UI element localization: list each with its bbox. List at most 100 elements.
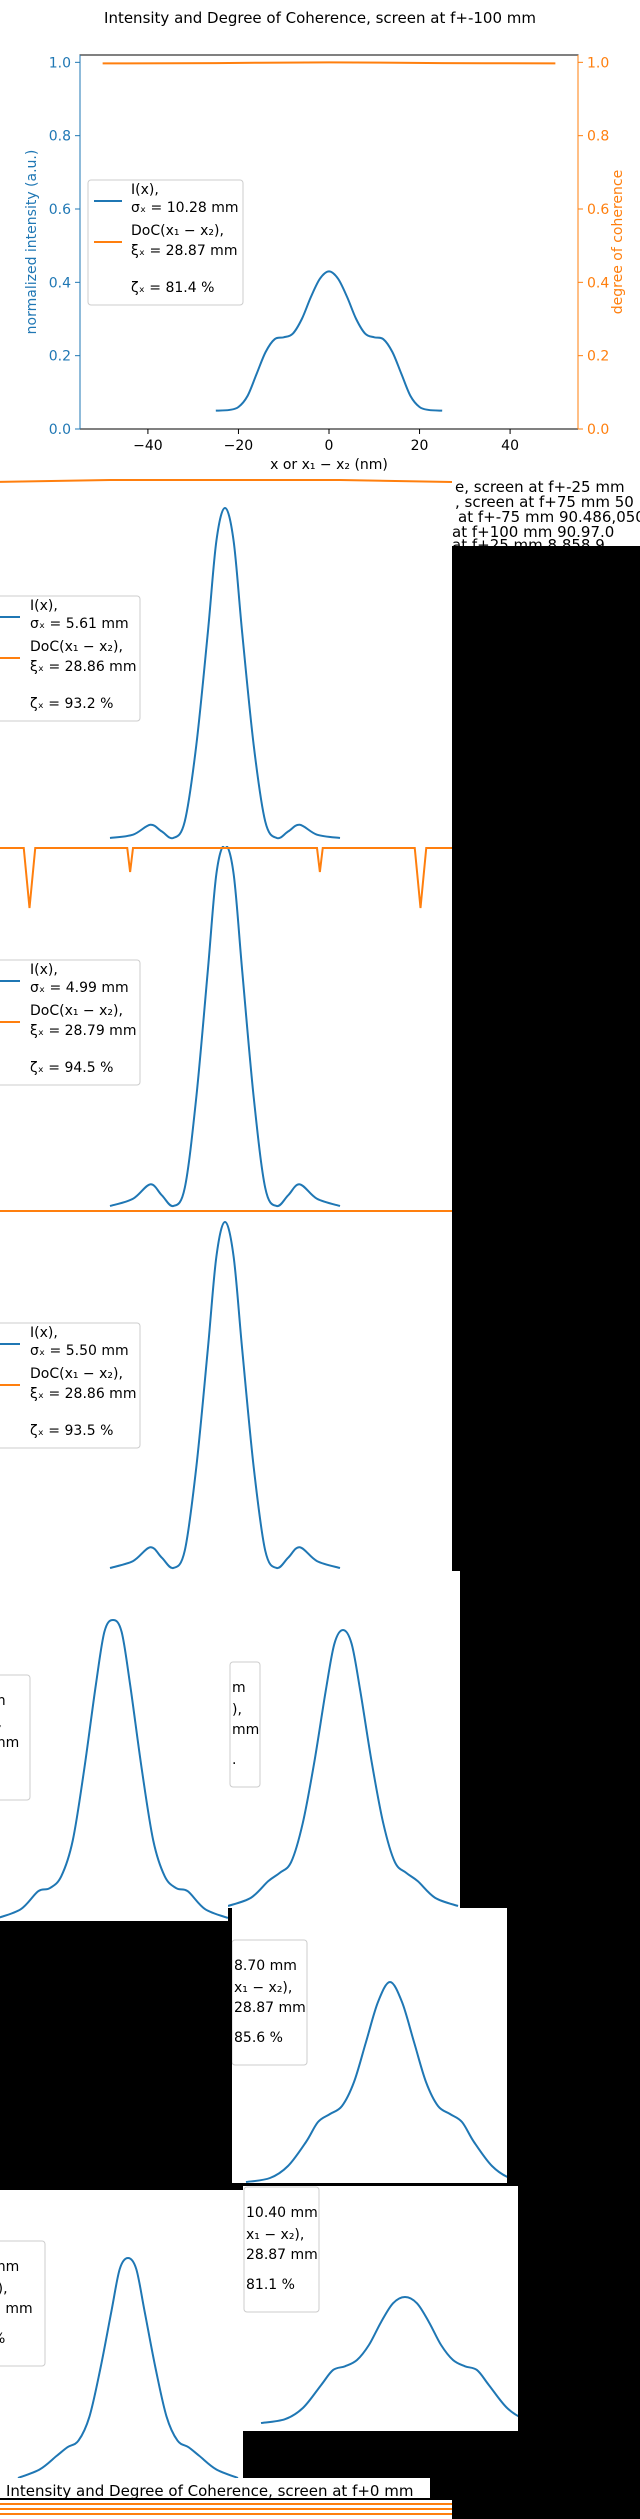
right-y-tick-label: 0.4	[587, 275, 609, 291]
legend-text: ξₓ = 28.86 mm	[30, 1386, 136, 1402]
legend-box	[0, 1322, 141, 1449]
intensity-line	[109, 506, 341, 840]
panel-content: m),mm.	[0, 1618, 228, 1919]
legend-box	[232, 1939, 308, 2066]
panel-legend: mm ₂), 7 mm%	[0, 2240, 46, 2367]
panel-1: I(x), σₓ = 5.61 mm DoC(x₁ − x₂), ξₓ = 28.86…	[0, 478, 452, 846]
coherence-line	[0, 479, 452, 483]
legend-text: ),	[232, 1702, 242, 1718]
panel-6: 8.70 mm x₁ − x₂), 28.87 mm 85.6 %	[232, 1908, 507, 2183]
coherence-line	[0, 847, 452, 909]
legend-text: m	[232, 1680, 246, 1696]
main-legend-box	[87, 179, 244, 306]
right-y-tick-label: 0.0	[587, 422, 609, 438]
right-y-tick-label: 0.2	[587, 349, 609, 365]
panel-content: m),mm.	[228, 1628, 459, 1907]
legend-text: 8.70 mm	[234, 1958, 297, 1974]
panel-legend: I(x), σₓ = 5.61 mm DoC(x₁ − x₂), ξₓ = 28.86…	[0, 595, 141, 722]
legend-text: ₂),	[0, 2281, 8, 2297]
panel-content: I(x), σₓ = 4.99 mm DoC(x₁ − x₂), ξₓ = 28.79…	[0, 846, 452, 1208]
panel-content: mm ₂), 7 mm%	[0, 2240, 239, 2479]
panel-background	[0, 1571, 228, 1921]
panel-legend: 8.70 mm x₁ − x₂), 28.87 mm 85.6 %	[232, 1939, 308, 2066]
right-y-tick-label: 0.6	[587, 202, 609, 218]
main-axes: −40 −20 0 20 40 0.0 0.0 0.2 0.2 0.4 0.4 0.6 0.6 0.8 0.…	[49, 55, 609, 454]
x-tick-label: 0	[325, 438, 334, 454]
legend-text: ξₓ = 28.79 mm	[30, 1023, 136, 1039]
panel-legend: 10.40 mm x₁ − x₂), 28.87 mm 81.1 %	[243, 2186, 320, 2313]
intensity-line	[109, 846, 341, 1208]
left-y-tick-label: 0.8	[49, 129, 71, 145]
intensity-line	[260, 2295, 518, 2424]
overlay-title: at f+25 mm 8.858.9	[452, 536, 605, 554]
legend-text: x₁ − x₂),	[234, 1980, 292, 1996]
legend-text: mm	[232, 1722, 259, 1738]
bottom-title-background	[0, 2478, 430, 2498]
x-tick-label: 20	[411, 438, 429, 454]
legend-text: ζₓ = 81.4 %	[131, 280, 214, 296]
legend-text: x₁ − x₂),	[246, 2227, 304, 2243]
panel-legend: I(x), σₓ = 5.50 mm DoC(x₁ − x₂), ξₓ = 28.86…	[0, 1322, 141, 1449]
legend-text: 28.87 mm	[246, 2247, 318, 2263]
legend-text: σₓ = 5.50 mm	[30, 1343, 129, 1359]
legend-box	[0, 959, 141, 1086]
overlay-title: at f+100 mm 90.97.0	[452, 523, 614, 541]
intensity-line	[245, 1980, 507, 2183]
overlay-title-stack: e, screen at f+-25 mm , screen at f+75 m…	[452, 478, 640, 554]
main-left-axis-label: normalized intensity (a.u.)	[24, 150, 40, 335]
main-series-lines	[102, 61, 556, 412]
left-y-tick-label: 0.2	[49, 349, 71, 365]
intensity-line	[109, 1220, 341, 1570]
panel-content: I(x), σₓ = 5.61 mm DoC(x₁ − x₂), ξₓ = 28.86…	[0, 479, 452, 840]
legend-text: DoC(x₁ − x₂),	[131, 223, 224, 239]
x-tick-label: −40	[133, 438, 163, 454]
legend-text: σₓ = 4.99 mm	[30, 980, 129, 996]
legend-text: 81.1 %	[246, 2277, 295, 2293]
panel-legend: m),mm.	[0, 1674, 31, 1801]
legend-text: ζₓ = 93.5 %	[30, 1423, 113, 1439]
legend-text: I(x),	[30, 962, 58, 978]
legend-text: ),	[0, 1715, 2, 1731]
overlay-title: e, screen at f+-25 mm	[455, 478, 625, 496]
main-figure: Intensity and Degree of Coherence, scree…	[0, 0, 640, 478]
legend-text: m	[0, 1693, 6, 1709]
main-right-axis-label: degree of coherence	[610, 170, 626, 314]
main-legend: I(x), σₓ = 10.28 mm DoC(x₁ − x₂), ξₓ = 2…	[87, 179, 244, 306]
legend-box	[0, 2240, 46, 2367]
legend-text: DoC(x₁ − x₂),	[30, 1003, 123, 1019]
legend-text: σₓ = 10.28 mm	[131, 200, 239, 216]
panel-4: m),mm.	[0, 1571, 228, 1921]
legend-text: σₓ = 5.61 mm	[30, 616, 129, 632]
bottom-coherence-lines	[0, 2503, 452, 2515]
legend-text: 7 mm	[0, 2301, 33, 2317]
bottom-title-strip: Intensity and Degree of Coherence, scree…	[0, 2478, 452, 2519]
bottom-chart-title: Intensity and Degree of Coherence, scree…	[6, 2482, 413, 2500]
stacked-panels: I(x), σₓ = 5.61 mm DoC(x₁ − x₂), ξₓ = 28.86…	[0, 478, 518, 2480]
left-y-tick-label: 0.6	[49, 202, 71, 218]
legend-text: 28.87 mm	[234, 2000, 306, 2016]
legend-text: DoC(x₁ − x₂),	[30, 639, 123, 655]
panel-content: I(x), σₓ = 5.50 mm DoC(x₁ − x₂), ξₓ = 28.86…	[0, 1210, 452, 1570]
legend-text: I(x),	[131, 182, 159, 198]
legend-text: ξₓ = 28.86 mm	[30, 659, 136, 675]
overlay-title: at f+-75 mm 90.486,050	[458, 508, 640, 526]
legend-text: ζₓ = 94.5 %	[30, 1060, 113, 1076]
left-y-tick-label: 1.0	[49, 55, 71, 71]
right-y-tick-label: 1.0	[587, 55, 609, 71]
legend-box	[229, 1661, 261, 1788]
legend-text: mm	[0, 1735, 19, 1751]
legend-box	[0, 1674, 31, 1801]
legend-box	[0, 595, 141, 722]
legend-text: DoC(x₁ − x₂),	[30, 1366, 123, 1382]
left-y-tick-label: 0.0	[49, 422, 71, 438]
legend-text: ζₓ = 93.2 %	[30, 696, 113, 712]
intensity-line	[17, 2256, 239, 2479]
panel-5: m), mm.	[228, 1571, 460, 1908]
panel-2: I(x), σₓ = 4.99 mm DoC(x₁ − x₂), ξₓ = 28.79…	[0, 846, 452, 1209]
panel-legend: I(x), σₓ = 4.99 mm DoC(x₁ − x₂), ξₓ = 28.79…	[0, 959, 141, 1086]
x-tick-label: 40	[501, 438, 519, 454]
intensity-line	[215, 270, 443, 412]
legend-text: %	[0, 2331, 5, 2347]
panel-content: 8.70 mm x₁ − x₂), 28.87 mm 85.6 %	[232, 1939, 507, 2183]
